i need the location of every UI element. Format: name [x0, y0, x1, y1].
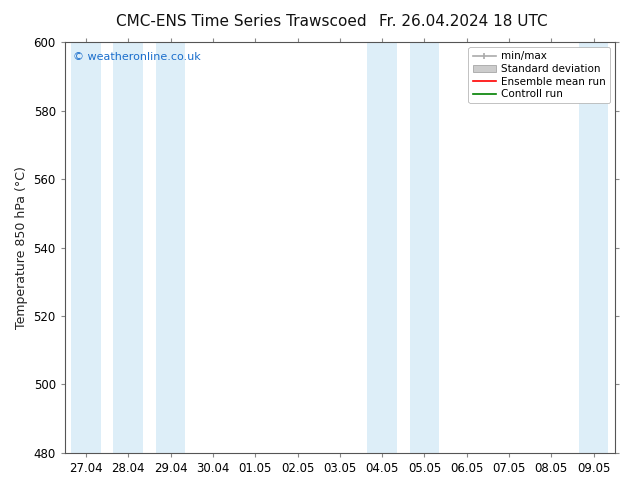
Text: Fr. 26.04.2024 18 UTC: Fr. 26.04.2024 18 UTC [378, 14, 547, 29]
Text: © weatheronline.co.uk: © weatheronline.co.uk [73, 52, 201, 62]
Legend: min/max, Standard deviation, Ensemble mean run, Controll run: min/max, Standard deviation, Ensemble me… [469, 47, 610, 103]
Bar [156, 42, 185, 453]
Bar [579, 42, 609, 453]
Bar [113, 42, 143, 453]
Bar [367, 42, 397, 453]
Bar [71, 42, 101, 453]
Y-axis label: Temperature 850 hPa (°C): Temperature 850 hPa (°C) [15, 166, 28, 329]
Bar [410, 42, 439, 453]
Text: CMC-ENS Time Series Trawscoed: CMC-ENS Time Series Trawscoed [115, 14, 366, 29]
